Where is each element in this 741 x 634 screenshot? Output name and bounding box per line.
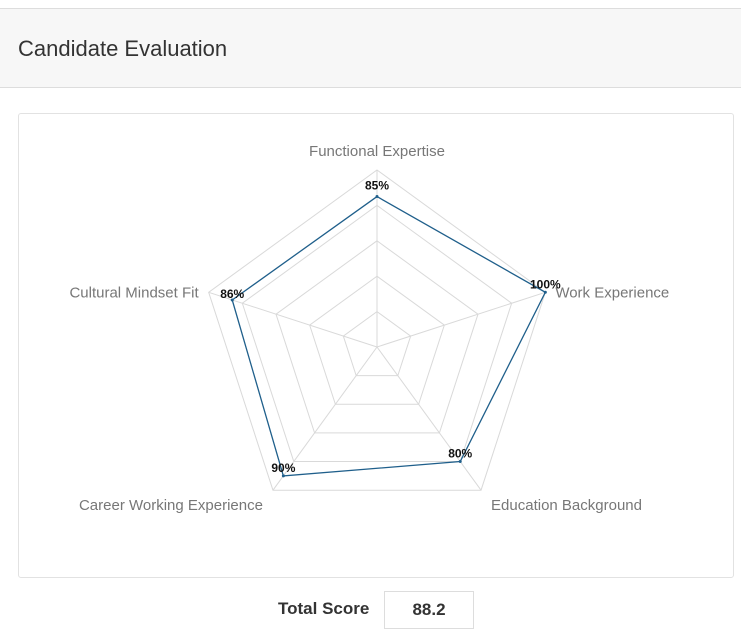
radar-series [230,195,547,478]
series-line [231,195,547,477]
grid-ring-5 [208,169,546,491]
value-label-4: 90% [271,461,295,475]
radar-labels: Functional Expertise Work Experience Educa… [69,143,669,514]
grid-spoke-4 [272,346,378,491]
grid-spoke-5 [208,291,378,348]
value-label-5: 86% [220,287,244,301]
total-score-label: Total Score [278,599,370,618]
radar-grid [208,169,546,491]
grid-ring-3 [275,240,479,434]
grid-spoke-3 [376,346,482,491]
data-point-4 [281,474,285,478]
total-score-value: 88.2 [384,591,474,629]
chart-panel: Functional Expertise Work Experience Educa… [18,113,734,578]
page-title: Candidate Evaluation [18,36,228,61]
axis-label-3: Education Background [491,497,642,514]
data-point-2 [543,290,547,294]
grid-ring-4 [241,204,513,463]
grid-spoke-2 [376,291,546,348]
data-point-1 [375,195,379,199]
grid-ring-2 [309,275,445,405]
value-label-2: 100% [530,277,561,291]
grid-ring-1 [342,310,412,377]
axis-label-2: Work Experience [555,284,669,301]
page-header: Candidate Evaluation [0,8,741,88]
value-label-3: 80% [448,447,472,461]
radar-chart: Functional Expertise Work Experience Educa… [69,143,669,514]
axis-label-5: Cultural Mindset Fit [69,284,199,301]
value-label-1: 85% [365,179,389,193]
axis-label-4: Career Working Experience [79,497,263,514]
data-point-3 [458,460,462,464]
data-point-5 [230,298,234,302]
axis-label-1: Functional Expertise [309,143,445,160]
